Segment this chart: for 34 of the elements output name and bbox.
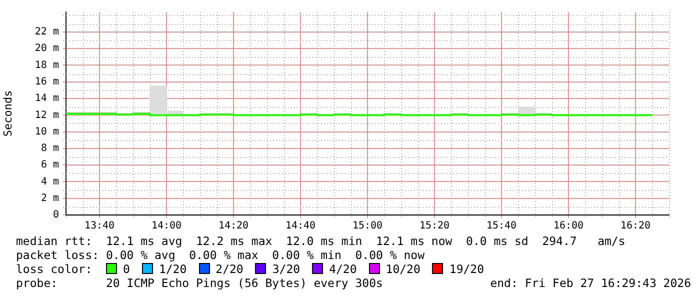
text: 1/20: [158, 262, 187, 276]
y-tick-label: 16 m: [34, 76, 59, 88]
text: loss color:: [16, 262, 94, 276]
y-tick-label: 14 m: [34, 93, 59, 104]
x-tick-label: 14:00: [151, 220, 182, 232]
text: 0: [122, 262, 130, 276]
y-tick-label: 4 m: [40, 176, 59, 188]
y-tick-label: 22 m: [34, 26, 59, 38]
y-tick-label: 2 m: [40, 192, 59, 204]
x-tick-label: 16:20: [620, 220, 651, 232]
x-tick-label: 14:20: [218, 220, 249, 232]
y-tick-label: 18 m: [34, 60, 59, 71]
x-tick-label: 15:40: [486, 220, 517, 232]
x-tick-label: 13:40: [84, 220, 115, 232]
text: packet loss: 0.00 % avg 0.00 % max 0.00 % min 0.00 % now: [16, 248, 424, 262]
x-tick-label: 15:20: [419, 220, 450, 232]
text: 10/20: [384, 262, 420, 276]
text: end: Fri Feb 27 16:29:43 2026: [490, 276, 691, 290]
text: probe: 20 ICMP Echo Pings (56 Bytes) every 300s: [16, 276, 383, 290]
y-tick-label: 12 m: [34, 110, 59, 121]
x-tick-label: 16:00: [553, 220, 584, 232]
text: median rtt: 12.1 ms avg 12.2 ms max 12.0 ms min 12.1 ms now 0.0 ms sd 294.7 am/s: [16, 234, 626, 248]
y-tick-label: 0: [52, 210, 59, 221]
text: 19/20: [448, 262, 484, 276]
y-tick-label: 20 m: [34, 43, 59, 54]
text: 3/20: [271, 262, 300, 276]
text: 4/20: [328, 262, 357, 276]
x-tick-label: 15:00: [352, 220, 383, 232]
text: 2/20: [214, 262, 244, 276]
y-tick-label: 6 m: [40, 160, 59, 171]
y-tick-label: 8 m: [40, 143, 59, 154]
y-axis-title: Seconds: [1, 90, 14, 137]
x-tick-label: 14:40: [285, 220, 316, 232]
y-tick-label: 10 m: [34, 126, 59, 138]
